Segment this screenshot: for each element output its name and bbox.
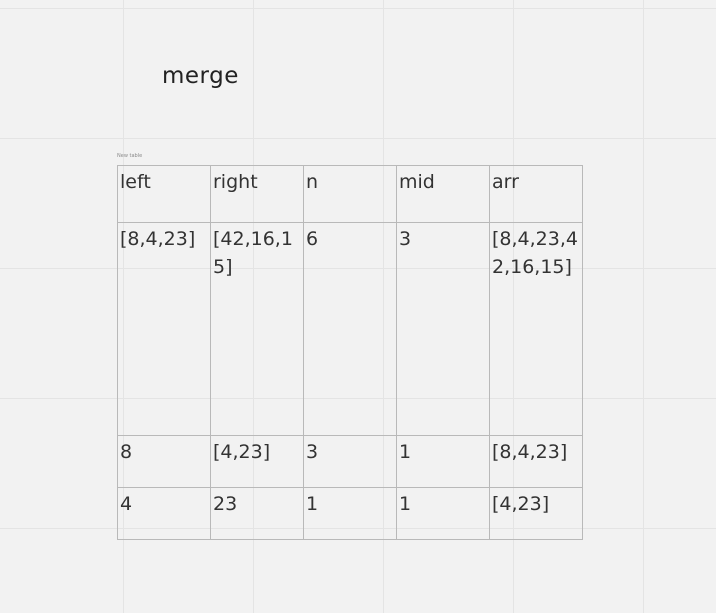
table-row: 4 23 1 1 [4,23] <box>117 487 583 540</box>
table-header-row: left right n mid arr <box>117 165 583 223</box>
table-row: [8,4,23] [42,16,15] 6 3 [8,4,23,42,16,15… <box>117 222 583 436</box>
header-cell-mid[interactable]: mid <box>396 165 490 223</box>
header-cell-n[interactable]: n <box>303 165 397 223</box>
table-cell-n[interactable]: 3 <box>303 435 397 488</box>
table-cell-arr[interactable]: [8,4,23] <box>489 435 583 488</box>
table-cell-mid[interactable]: 1 <box>396 487 490 540</box>
table-cell-left[interactable]: 4 <box>117 487 211 540</box>
table-row: 8 [4,23] 3 1 [8,4,23] <box>117 435 583 488</box>
table-cell-arr[interactable]: [8,4,23,42,16,15] <box>489 222 583 436</box>
data-table[interactable]: left right n mid arr [8,4,23] [42,16,15]… <box>117 165 583 540</box>
table-cell-left[interactable]: [8,4,23] <box>117 222 211 436</box>
table-cell-n[interactable]: 1 <box>303 487 397 540</box>
board-title[interactable]: merge <box>162 63 239 89</box>
table-cell-right[interactable]: [42,16,15] <box>210 222 304 436</box>
table-cell-arr[interactable]: [4,23] <box>489 487 583 540</box>
header-cell-right[interactable]: right <box>210 165 304 223</box>
table-cell-right[interactable]: [4,23] <box>210 435 304 488</box>
table-cell-mid[interactable]: 3 <box>396 222 490 436</box>
table-cell-n[interactable]: 6 <box>303 222 397 436</box>
table-cell-mid[interactable]: 1 <box>396 435 490 488</box>
header-cell-arr[interactable]: arr <box>489 165 583 223</box>
table-caption: New table <box>117 153 143 159</box>
table-cell-left[interactable]: 8 <box>117 435 211 488</box>
header-cell-left[interactable]: left <box>117 165 211 223</box>
table-cell-right[interactable]: 23 <box>210 487 304 540</box>
